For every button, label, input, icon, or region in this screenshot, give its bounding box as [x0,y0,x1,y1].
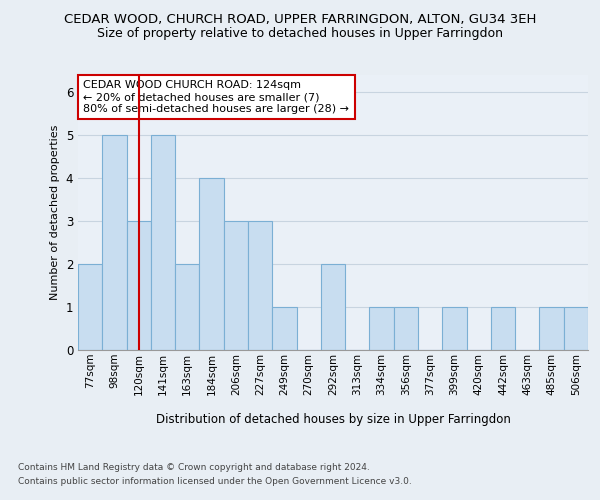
Text: CEDAR WOOD CHURCH ROAD: 124sqm
← 20% of detached houses are smaller (7)
80% of s: CEDAR WOOD CHURCH ROAD: 124sqm ← 20% of … [83,80,349,114]
Bar [151,135,175,350]
Text: Contains public sector information licensed under the Open Government Licence v3: Contains public sector information licen… [18,478,412,486]
Text: Contains HM Land Registry data © Crown copyright and database right 2024.: Contains HM Land Registry data © Crown c… [18,462,370,471]
Bar [394,307,418,350]
Bar [175,264,199,350]
Bar [199,178,224,350]
Text: CEDAR WOOD, CHURCH ROAD, UPPER FARRINGDON, ALTON, GU34 3EH: CEDAR WOOD, CHURCH ROAD, UPPER FARRINGDO… [64,12,536,26]
Bar [491,307,515,350]
Bar [272,307,296,350]
Y-axis label: Number of detached properties: Number of detached properties [50,125,60,300]
Bar [127,221,151,350]
Text: Distribution of detached houses by size in Upper Farringdon: Distribution of detached houses by size … [155,412,511,426]
Bar [321,264,345,350]
Bar [442,307,467,350]
Bar [564,307,588,350]
Bar [102,135,127,350]
Text: Size of property relative to detached houses in Upper Farringdon: Size of property relative to detached ho… [97,28,503,40]
Bar [370,307,394,350]
Bar [224,221,248,350]
Bar [78,264,102,350]
Bar [539,307,564,350]
Bar [248,221,272,350]
